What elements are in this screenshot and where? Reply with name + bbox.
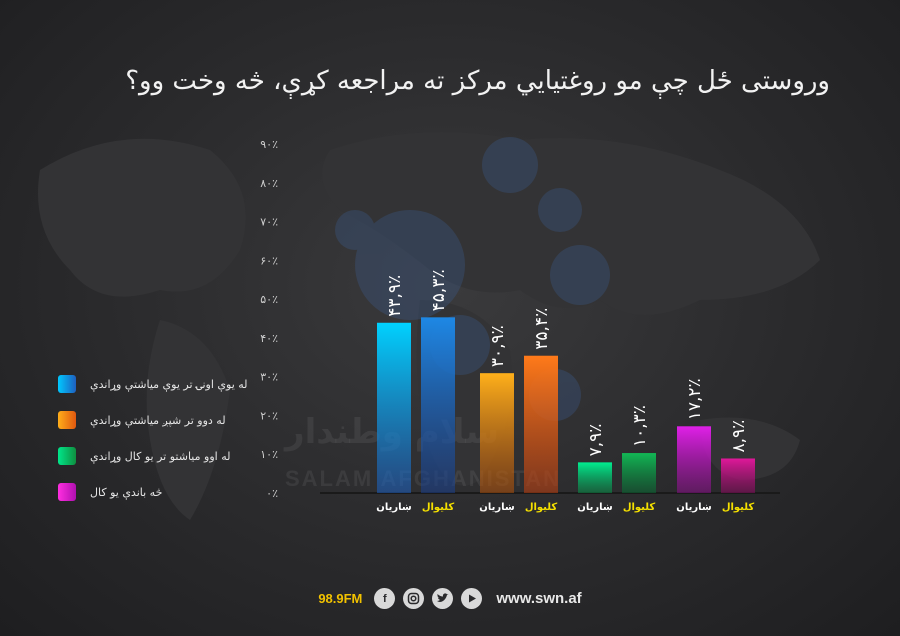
facebook-icon[interactable]: f: [374, 588, 396, 609]
bar-value-label: ۸,۹٪: [729, 420, 749, 453]
legend-item: له دوو تر شپږ میاشتې وړاندې: [58, 402, 278, 438]
y-tick-label: ۵۰٪: [260, 293, 278, 306]
bar-value-label: ۱۷,۲٪: [685, 378, 705, 420]
category-label: کلیوال: [722, 502, 755, 513]
legend-item: له اوو میاشتو تر یو کال وړاندې: [58, 438, 278, 474]
bar-value-label: ۱۰,۳٪: [630, 405, 650, 447]
bar: [480, 373, 514, 493]
legend-swatch: [58, 411, 76, 429]
bar-value-label: ۳۰,۹٪: [488, 325, 508, 367]
category-label: کلیوال: [422, 502, 455, 513]
y-tick-label: ۶۰٪: [260, 254, 278, 267]
bar-value-label: ۴۳,۹٪: [385, 275, 405, 317]
legend-label: څه باندې یو کال: [90, 485, 163, 499]
legend: له یوې اونۍ تر یوې میاشتې وړاندې له دوو …: [58, 366, 278, 510]
legend-item: له یوې اونۍ تر یوې میاشتې وړاندې: [58, 366, 278, 402]
category-label: کلیوال: [623, 502, 656, 513]
bar: [421, 317, 455, 493]
website-link[interactable]: www.swn.af: [496, 590, 582, 607]
legend-swatch: [58, 375, 76, 393]
category-label: کلیوال: [525, 502, 558, 513]
y-tick-label: ۳۰٪: [260, 371, 278, 384]
category-label: ښاریان: [676, 502, 712, 513]
bar: [578, 462, 612, 493]
legend-item: څه باندې یو کال: [58, 474, 278, 510]
y-tick-label: ۹۰٪: [260, 138, 278, 151]
legend-label: له اوو میاشتو تر یو کال وړاندې: [90, 449, 231, 463]
category-label: ښاریان: [376, 502, 412, 513]
chart-title: وروستی ځل چې مو روغتیایي مرکز ته مراجعه …: [125, 66, 830, 96]
instagram-icon[interactable]: [403, 588, 425, 609]
footer: 98.9FM f www.swn.af: [0, 588, 900, 609]
category-label: ښاریان: [577, 502, 613, 513]
y-tick-label: ۸۰٪: [260, 177, 278, 190]
y-tick-label: ۴۰٪: [260, 332, 278, 345]
legend-label: له دوو تر شپږ میاشتې وړاندې: [90, 413, 226, 427]
y-tick-label: ۲۰٪: [260, 409, 278, 422]
radio-frequency: 98.9FM: [318, 591, 363, 606]
bar-value-label: ۳۵,۴٪: [532, 308, 552, 350]
bar: [677, 426, 711, 493]
bar-value-label: ۴۵,۳٪: [429, 269, 449, 311]
bar: [524, 355, 558, 493]
bar-value-label: ۷,۹٪: [586, 424, 606, 457]
bar: [721, 458, 755, 493]
youtube-icon[interactable]: [461, 588, 483, 609]
legend-label: له یوې اونۍ تر یوې میاشتې وړاندې: [90, 377, 248, 391]
y-tick-label: ۷۰٪: [260, 216, 278, 229]
legend-swatch: [58, 483, 76, 501]
legend-swatch: [58, 447, 76, 465]
bar: [622, 453, 656, 493]
twitter-icon[interactable]: [432, 588, 454, 609]
bar: [377, 322, 411, 493]
category-label: ښاریان: [479, 502, 515, 513]
y-tick-label: ۰٪: [266, 487, 278, 500]
y-tick-label: ۱۰٪: [260, 448, 278, 461]
